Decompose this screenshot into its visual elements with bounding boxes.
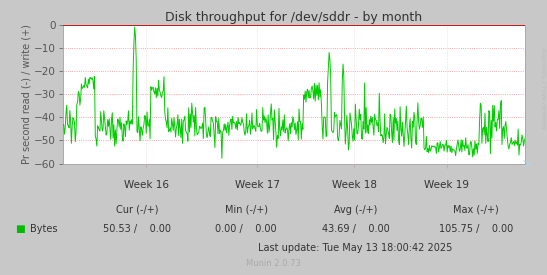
Text: 50.53 /    0.00: 50.53 / 0.00 (103, 224, 171, 234)
Text: RRDTOOL / TOBI OETIKER: RRDTOOL / TOBI OETIKER (540, 48, 546, 128)
Text: Last update: Tue May 13 18:00:42 2025: Last update: Tue May 13 18:00:42 2025 (258, 243, 453, 253)
Text: Max (-/+): Max (-/+) (453, 205, 499, 215)
Text: 105.75 /    0.00: 105.75 / 0.00 (439, 224, 513, 234)
Text: Cur (-/+): Cur (-/+) (115, 205, 158, 215)
Text: 0.00 /    0.00: 0.00 / 0.00 (216, 224, 277, 234)
Text: Munin 2.0.73: Munin 2.0.73 (246, 259, 301, 268)
Text: Week 19: Week 19 (424, 180, 469, 190)
Text: Week 16: Week 16 (124, 180, 168, 190)
Text: Min (-/+): Min (-/+) (225, 205, 267, 215)
Text: 43.69 /    0.00: 43.69 / 0.00 (322, 224, 389, 234)
Text: Bytes: Bytes (30, 224, 57, 234)
Title: Disk throughput for /dev/sddr - by month: Disk throughput for /dev/sddr - by month (165, 10, 423, 24)
Text: Week 18: Week 18 (331, 180, 376, 190)
Y-axis label: Pr second read (-) / write (+): Pr second read (-) / write (+) (21, 24, 31, 164)
Text: ■: ■ (15, 224, 25, 234)
Text: Avg (-/+): Avg (-/+) (334, 205, 377, 215)
Text: Week 17: Week 17 (235, 180, 280, 190)
